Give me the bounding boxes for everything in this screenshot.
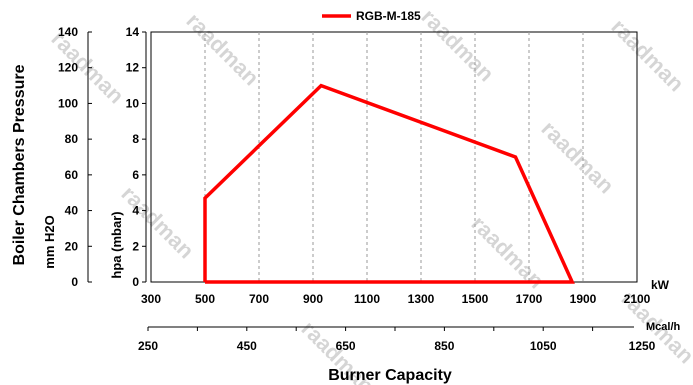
y-tick-label: 14 <box>126 25 140 39</box>
watermark-layer: raadman raadman raadman raadmanraadmanraadm… <box>46 4 693 385</box>
secondary-y-axis-ticks: 0 20 40 60 80 100 120 140 <box>58 25 92 289</box>
x-tick-label: 1100 <box>354 292 380 306</box>
y2-tick-label: 100 <box>58 96 78 110</box>
x2-tick-label: 1050 <box>530 339 557 353</box>
y-axis-title: Boiler Chambers Pressure <box>11 64 28 265</box>
x-tick-label: 700 <box>249 292 269 306</box>
watermark-text: raadman <box>416 4 499 87</box>
y-tick-label: 0 <box>132 275 139 289</box>
y-axis-ticks: 0 2 4 6 8 10 12 14 <box>126 25 146 289</box>
watermark-text: raadman <box>116 181 199 264</box>
x-tick-label: 500 <box>195 292 215 306</box>
y-tick-label: 12 <box>126 61 140 75</box>
y2-tick-label: 40 <box>65 204 79 218</box>
secondary-y-axis-title: mm H2O <box>42 215 57 268</box>
x-tick-label: 2100 <box>624 292 651 306</box>
y2-tick-label: 20 <box>65 239 79 253</box>
watermark-text: raadman <box>606 14 689 97</box>
primary-y-axis-title: hpa (mbar) <box>109 211 124 278</box>
secondary-x-axis-unit: Mcal/h <box>646 321 681 333</box>
y-tick-label: 8 <box>132 132 139 146</box>
y2-tick-label: 60 <box>65 168 79 182</box>
x2-tick-label: 650 <box>336 339 356 353</box>
x-tick-label: 1300 <box>408 292 435 306</box>
watermark-text: raadman <box>181 8 264 91</box>
y-tick-label: 10 <box>126 96 140 110</box>
x-tick-label: 1500 <box>462 292 489 306</box>
x-tick-label: 1900 <box>570 292 597 306</box>
x-tick-label: 900 <box>303 292 323 306</box>
x2-tick-label: 450 <box>237 339 257 353</box>
y2-tick-label: 140 <box>58 25 78 39</box>
x2-tick-label: 250 <box>138 339 158 353</box>
legend: RGB-M-185 <box>322 9 421 23</box>
secondary-x-axis-ticks: 2504506508501050125014501650 <box>138 327 656 353</box>
x-axis-ticks: 300 500 700 900 1100 1300 1500 1700 1900 2100 <box>141 292 651 306</box>
x2-tick-label: 850 <box>434 339 454 353</box>
y-tick-label: 4 <box>132 204 139 218</box>
y-tick-label: 6 <box>132 168 139 182</box>
x-axis-title: Burner Capacity <box>328 367 452 384</box>
legend-label: RGB-M-185 <box>356 9 421 23</box>
x-tick-label: 1700 <box>516 292 543 306</box>
y-tick-label: 2 <box>132 239 139 253</box>
watermark-text: raadman <box>536 116 619 199</box>
x-axis-unit: kW <box>651 278 670 292</box>
series-line-rgb-m-185 <box>203 83 575 284</box>
y2-tick-label: 120 <box>58 61 78 75</box>
x2-tick-label: 1250 <box>629 339 656 353</box>
x-tick-label: 300 <box>141 292 161 306</box>
y2-tick-label: 0 <box>71 275 78 289</box>
y2-tick-label: 80 <box>65 132 79 146</box>
